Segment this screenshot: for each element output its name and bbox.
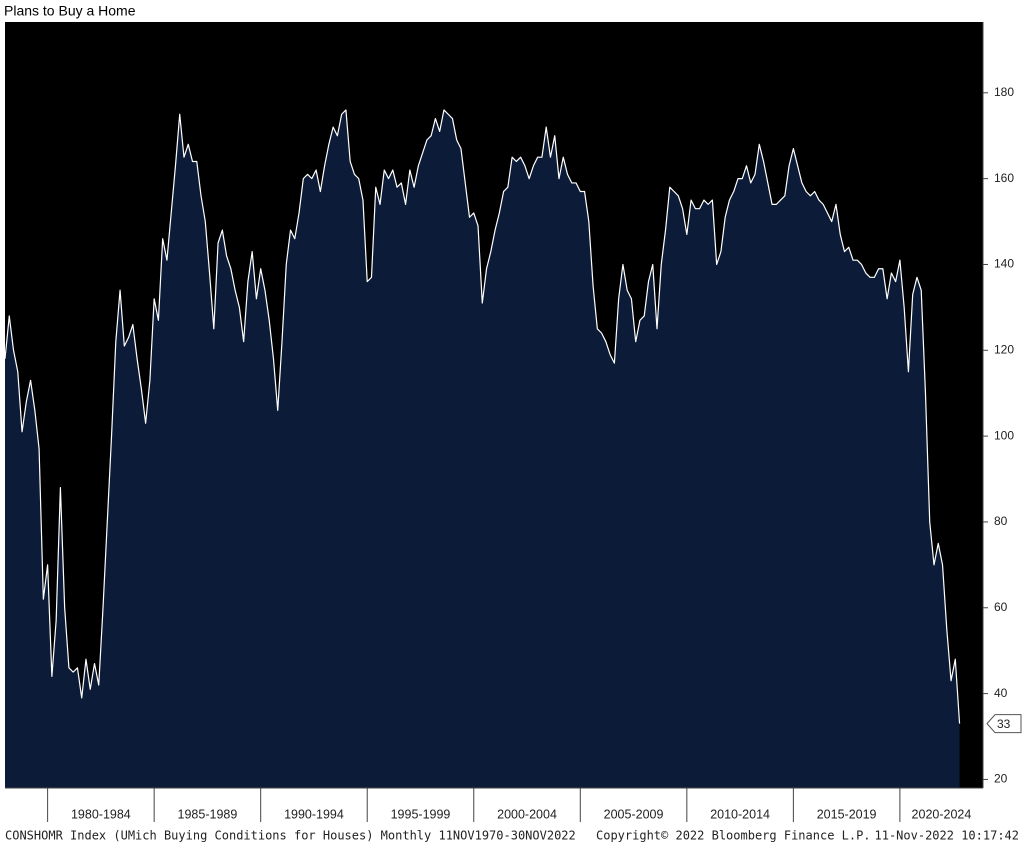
footer-copyright: Copyright© 2022 Bloomberg Finance L.P. — [596, 829, 871, 843]
last-value-marker — [986, 714, 1022, 734]
x-tick-label: 2005-2009 — [604, 807, 664, 821]
y-tick-label: 120 — [994, 342, 1014, 356]
y-tick-label: 140 — [994, 257, 1014, 271]
x-tick-label: 1990-1994 — [284, 807, 344, 821]
x-tick-label: 1985-1989 — [178, 807, 238, 821]
x-tick-label: 1980-1984 — [71, 807, 131, 821]
x-tick-label: 2010-2014 — [710, 807, 770, 821]
y-tick-label: 80 — [994, 514, 1008, 528]
y-tick-label: 100 — [994, 428, 1014, 442]
area-fill — [5, 109, 960, 789]
y-tick-label: 180 — [994, 85, 1014, 99]
last-value-label: 33 — [997, 717, 1011, 731]
x-tick-label: 2020-2024 — [912, 807, 972, 821]
y-tick-label: 60 — [994, 600, 1008, 614]
x-tick-label: 2000-2004 — [497, 807, 557, 821]
footer-source: CONSHOMR Index (UMich Buying Conditions … — [5, 829, 576, 843]
y-tick-label: 20 — [994, 772, 1008, 786]
y-tick-label: 160 — [994, 171, 1014, 185]
x-tick-label: 2015-2019 — [817, 807, 877, 821]
area-line — [4, 109, 961, 724]
y-tick-label: 40 — [994, 686, 1008, 700]
chart-title: Plans to Buy a Home — [4, 3, 136, 19]
footer-timestamp: 11-Nov-2022 10:17:42 — [875, 829, 1020, 843]
x-tick-label: 1995-1999 — [391, 807, 451, 821]
